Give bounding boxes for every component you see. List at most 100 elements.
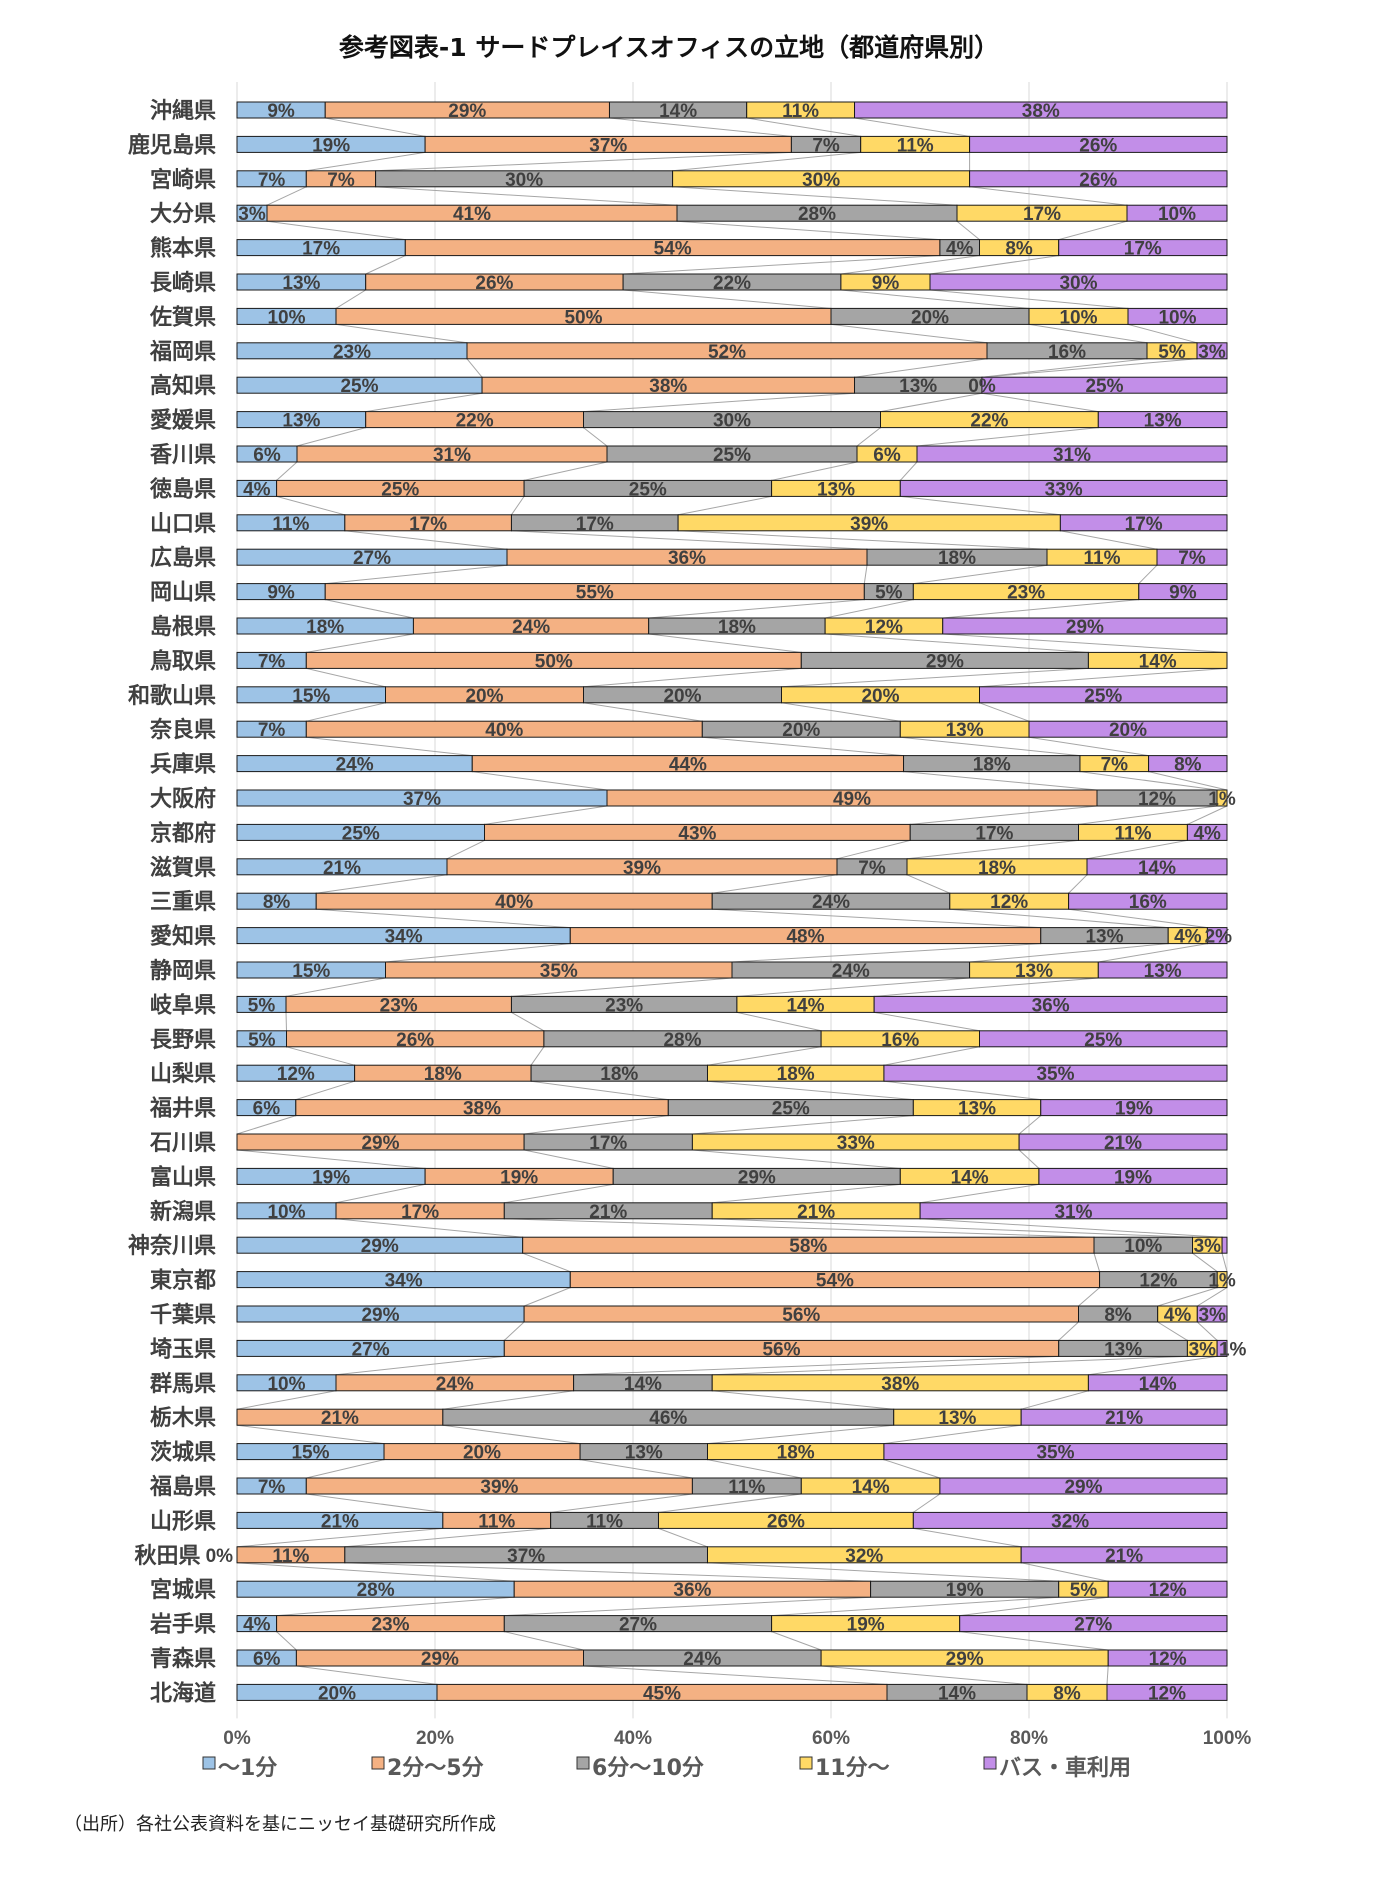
series-line (913, 1527, 1022, 1548)
bar-segment (1086, 858, 1228, 876)
series-line (442, 1424, 581, 1445)
series-line (1196, 1321, 1218, 1341)
data-label: 25% (713, 445, 751, 466)
data-label: 7% (1178, 548, 1206, 569)
bar-segment (979, 686, 1228, 704)
series-line (523, 461, 608, 481)
bar-segment (1216, 789, 1228, 807)
data-label: 18% (600, 1064, 638, 1085)
category-label: 茨城県 (150, 1440, 216, 1466)
data-label: 35% (1036, 1064, 1074, 1085)
category-label: 奈良県 (149, 717, 216, 743)
series-line (913, 564, 1048, 585)
data-label: 10% (267, 307, 305, 328)
series-line (1058, 220, 1128, 241)
data-label: 35% (1036, 1443, 1074, 1464)
series-line (504, 1631, 584, 1651)
series-line (707, 1424, 894, 1445)
series-line (286, 1046, 355, 1066)
category-label: 岐阜県 (150, 992, 216, 1018)
data-label: 27% (1074, 1615, 1112, 1636)
bar-segment (981, 376, 1228, 394)
data-label: 6% (253, 445, 281, 466)
bar-segment (1216, 1271, 1228, 1289)
series-line (504, 1218, 1095, 1238)
data-label: 8% (1104, 1305, 1132, 1326)
data-label: 34% (385, 1271, 423, 1292)
data-label: 5% (1158, 342, 1186, 363)
series-line (523, 1149, 614, 1169)
series-line (836, 839, 911, 860)
data-label: 19% (847, 1615, 885, 1636)
series-line (707, 1562, 1059, 1582)
series-line (692, 1149, 901, 1169)
data-label: 17% (975, 823, 1013, 844)
series-line (840, 289, 1030, 309)
category-label: 沖縄県 (150, 99, 216, 124)
series-line (825, 633, 1089, 653)
data-label: 25% (629, 479, 667, 500)
data-label: 0% (968, 376, 996, 397)
series-line (236, 1390, 337, 1410)
series-line (1078, 805, 1218, 825)
series-line (712, 874, 838, 894)
bar-segment (1138, 583, 1228, 601)
series-line (942, 633, 1228, 653)
data-label: 38% (1022, 101, 1060, 122)
series-line (648, 599, 865, 619)
legend-swatch (371, 1756, 385, 1770)
category-label: 佐賀県 (149, 304, 216, 330)
bar-segment (1097, 411, 1228, 429)
series-line (316, 908, 571, 929)
series-line (1018, 1115, 1042, 1135)
category-label: 青森県 (150, 1646, 216, 1672)
data-label: 13% (1144, 411, 1182, 432)
series-line (335, 1183, 426, 1204)
bar-segment (1087, 1374, 1228, 1392)
series-line (1068, 874, 1088, 894)
data-label: 24% (683, 1649, 721, 1670)
series-line (609, 117, 792, 137)
data-label: 11% (586, 1511, 623, 1532)
series-line (285, 977, 386, 997)
data-label: 19% (946, 1580, 984, 1601)
series-line (511, 1011, 545, 1032)
series-line (550, 1493, 693, 1513)
series-line (906, 874, 950, 894)
data-label: 39% (850, 514, 888, 535)
series-line (648, 633, 802, 653)
bar-segment (1097, 961, 1228, 979)
bar-segment (1028, 720, 1228, 738)
data-label: 29% (1066, 617, 1104, 638)
data-label: 5% (1070, 1580, 1098, 1601)
data-label: 1% (1219, 1339, 1247, 1360)
data-label: 28% (663, 1030, 701, 1051)
category-label: 静岡県 (150, 958, 216, 984)
data-label: 31% (1054, 1202, 1092, 1223)
data-label: 6% (253, 1649, 281, 1670)
data-label: 1% (1208, 789, 1236, 810)
category-label: 新潟県 (150, 1199, 216, 1225)
data-label: 4% (946, 239, 974, 260)
data-label: 18% (424, 1064, 462, 1085)
data-label: 20% (663, 686, 701, 707)
category-label: 神奈川県 (128, 1233, 216, 1259)
series-line (906, 839, 1079, 860)
series-line (306, 633, 414, 653)
data-label: 18% (777, 1443, 815, 1464)
series-line (942, 599, 1139, 619)
bar-segment (1040, 1099, 1228, 1117)
legend-swatch (576, 1756, 590, 1770)
data-label: 26% (767, 1511, 805, 1532)
data-label: 36% (1032, 995, 1070, 1016)
data-label: 58% (789, 1236, 827, 1257)
data-label: 19% (1114, 1167, 1152, 1188)
category-label: 広島県 (150, 545, 216, 571)
series-line (981, 392, 1099, 413)
data-label: 7% (1101, 755, 1129, 776)
series-line (306, 151, 426, 172)
data-label: 29% (361, 1133, 399, 1154)
data-label: 17% (302, 239, 340, 260)
data-label: 13% (1015, 961, 1053, 982)
series-line (503, 1321, 525, 1341)
